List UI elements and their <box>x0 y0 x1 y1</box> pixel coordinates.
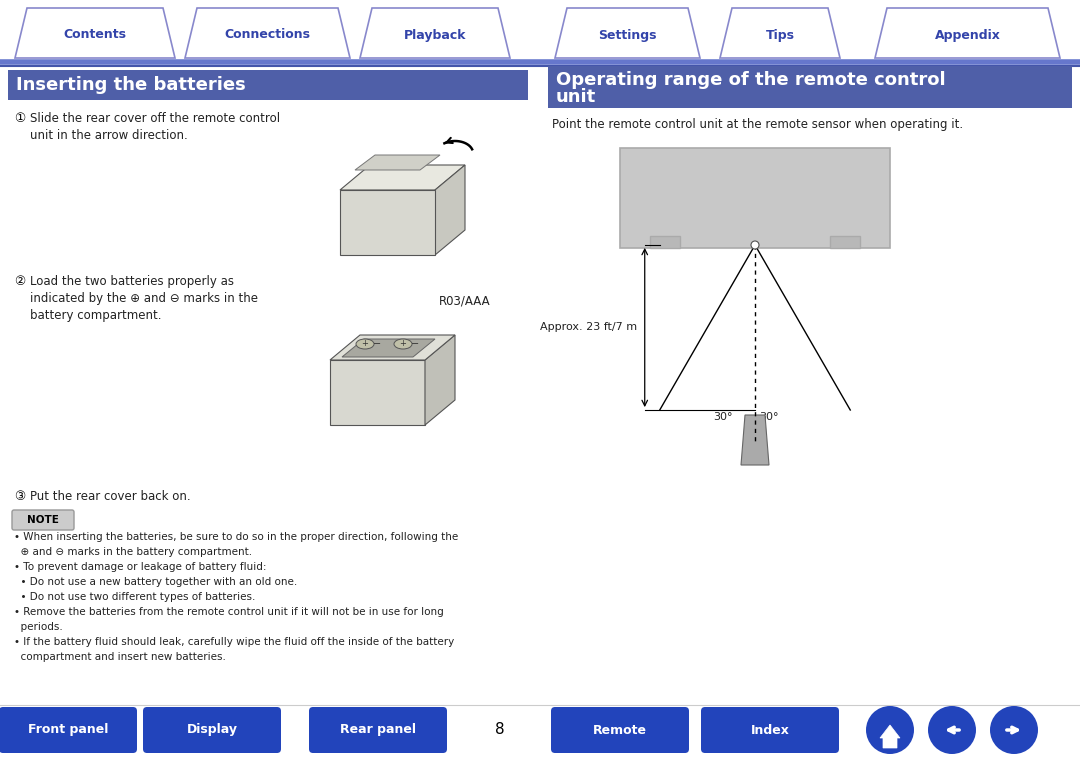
Polygon shape <box>355 155 440 170</box>
Text: • Do not use a new battery together with an old one.: • Do not use a new battery together with… <box>14 577 297 587</box>
Polygon shape <box>720 8 840 58</box>
Text: Playback: Playback <box>404 28 467 42</box>
Text: 30°: 30° <box>759 412 779 422</box>
Polygon shape <box>555 8 700 58</box>
Polygon shape <box>340 190 435 255</box>
Text: −: − <box>410 339 419 349</box>
Polygon shape <box>15 8 175 58</box>
Circle shape <box>866 706 914 754</box>
Polygon shape <box>330 360 426 425</box>
Circle shape <box>990 706 1038 754</box>
Text: 8: 8 <box>496 722 504 737</box>
Text: Operating range of the remote control: Operating range of the remote control <box>556 71 946 89</box>
Text: Point the remote control unit at the remote sensor when operating it.: Point the remote control unit at the rem… <box>552 118 963 131</box>
Text: Remote: Remote <box>593 724 647 737</box>
Text: 30°: 30° <box>714 412 733 422</box>
Text: NOTE: NOTE <box>27 515 59 525</box>
Text: Front panel: Front panel <box>28 724 108 737</box>
Text: • To prevent damage or leakage of battery fluid:: • To prevent damage or leakage of batter… <box>14 562 267 572</box>
Text: +: + <box>362 339 368 349</box>
Text: Approx. 23 ft/7 m: Approx. 23 ft/7 m <box>540 323 637 333</box>
FancyBboxPatch shape <box>831 236 860 248</box>
Text: ①: ① <box>14 112 25 125</box>
Text: ②: ② <box>14 275 25 288</box>
Polygon shape <box>880 725 900 748</box>
Polygon shape <box>426 335 455 425</box>
Polygon shape <box>340 165 465 190</box>
Text: • When inserting the batteries, be sure to do so in the proper direction, follow: • When inserting the batteries, be sure … <box>14 532 458 542</box>
Text: Rear panel: Rear panel <box>340 724 416 737</box>
FancyBboxPatch shape <box>309 707 447 753</box>
Text: ⊕ and ⊖ marks in the battery compartment.: ⊕ and ⊖ marks in the battery compartment… <box>14 547 252 557</box>
Text: periods.: periods. <box>14 622 63 632</box>
Text: Connections: Connections <box>225 28 311 42</box>
Text: Inserting the batteries: Inserting the batteries <box>16 76 246 94</box>
FancyBboxPatch shape <box>12 510 75 530</box>
FancyBboxPatch shape <box>551 707 689 753</box>
Ellipse shape <box>356 339 374 349</box>
Text: Settings: Settings <box>598 28 657 42</box>
Polygon shape <box>875 8 1059 58</box>
FancyBboxPatch shape <box>620 148 890 248</box>
Text: Contents: Contents <box>64 28 126 42</box>
Text: Index: Index <box>751 724 789 737</box>
Text: Appendix: Appendix <box>934 28 1000 42</box>
FancyBboxPatch shape <box>701 707 839 753</box>
Text: Slide the rear cover off the remote control
unit in the arrow direction.: Slide the rear cover off the remote cont… <box>30 112 280 142</box>
Ellipse shape <box>394 339 411 349</box>
FancyBboxPatch shape <box>0 707 137 753</box>
Text: R03/AAA: R03/AAA <box>438 295 490 308</box>
Text: Display: Display <box>187 724 238 737</box>
FancyBboxPatch shape <box>650 236 680 248</box>
Text: Tips: Tips <box>766 28 795 42</box>
FancyBboxPatch shape <box>143 707 281 753</box>
Polygon shape <box>342 339 435 357</box>
Text: unit: unit <box>556 88 596 106</box>
Text: −: − <box>373 339 381 349</box>
Polygon shape <box>741 415 769 465</box>
FancyBboxPatch shape <box>548 66 1072 108</box>
Circle shape <box>928 706 976 754</box>
Text: ③: ③ <box>14 490 25 503</box>
Text: • Do not use two different types of batteries.: • Do not use two different types of batt… <box>14 592 255 602</box>
FancyBboxPatch shape <box>8 70 528 100</box>
Text: • Remove the batteries from the remote control unit if it will not be in use for: • Remove the batteries from the remote c… <box>14 607 444 617</box>
Text: • If the battery fluid should leak, carefully wipe the fluid off the inside of t: • If the battery fluid should leak, care… <box>14 637 455 647</box>
Text: +: + <box>400 339 406 349</box>
Circle shape <box>751 241 759 249</box>
Text: Put the rear cover back on.: Put the rear cover back on. <box>30 490 191 503</box>
Text: Load the two batteries properly as
indicated by the ⊕ and ⊖ marks in the
battery: Load the two batteries properly as indic… <box>30 275 258 322</box>
Polygon shape <box>360 8 510 58</box>
Polygon shape <box>330 335 455 360</box>
Polygon shape <box>435 165 465 255</box>
Polygon shape <box>185 8 350 58</box>
Text: compartment and insert new batteries.: compartment and insert new batteries. <box>14 652 226 662</box>
